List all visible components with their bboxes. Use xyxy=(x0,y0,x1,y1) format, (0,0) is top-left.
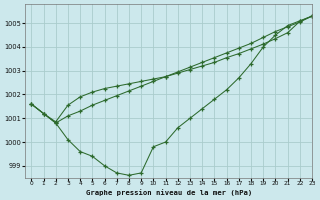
X-axis label: Graphe pression niveau de la mer (hPa): Graphe pression niveau de la mer (hPa) xyxy=(85,189,252,196)
